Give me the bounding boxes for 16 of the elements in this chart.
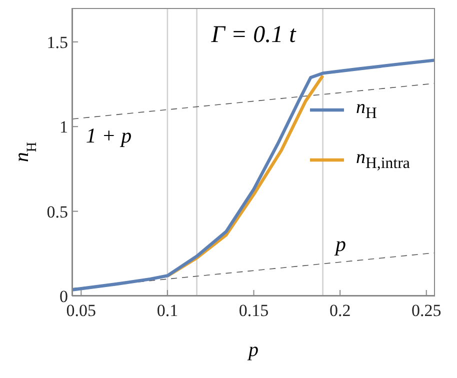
line-series: [72, 58, 435, 292]
text: Γ = 0.1 t: [211, 22, 296, 48]
x-tick-label: 0.05: [66, 301, 96, 320]
x-tick-label: 0.15: [238, 301, 269, 320]
y-tick-label: 0.5: [46, 202, 68, 222]
y-tick-label: 0: [60, 287, 68, 306]
x-axis-title: p: [246, 339, 258, 361]
x-tick-label: 0.25: [411, 301, 442, 320]
legend-label: n$_{H}$: [356, 97, 377, 123]
x-tick-label: 0.1: [156, 301, 178, 320]
legend-label: n$_{H,intra}$: [356, 146, 410, 173]
series-label: 1 + p: [86, 123, 132, 148]
y-tick-label: 1.5: [46, 32, 68, 52]
x-tick-label: 0.2: [329, 301, 351, 320]
y-tick-label: 1: [60, 118, 68, 137]
series-label: p: [334, 232, 346, 256]
